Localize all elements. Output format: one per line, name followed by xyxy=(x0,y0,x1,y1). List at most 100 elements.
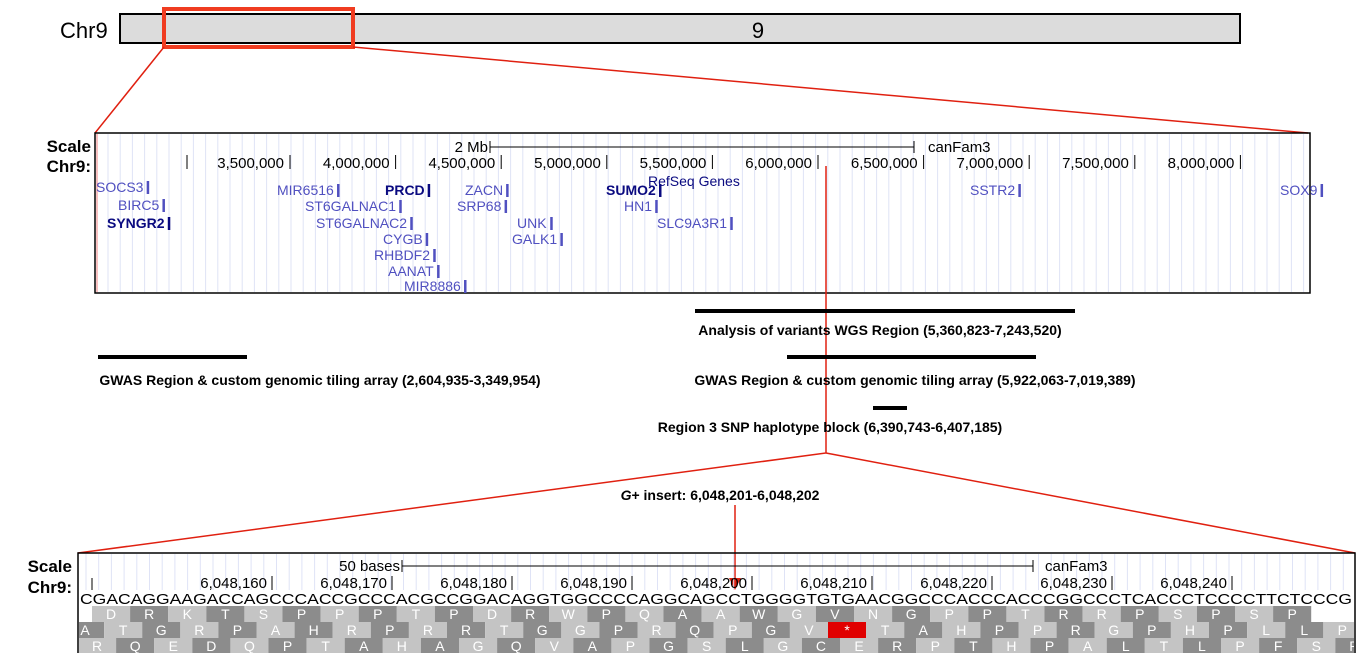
codon-cell xyxy=(713,622,752,638)
amino-acid: N xyxy=(868,606,878,622)
scale-bar xyxy=(401,560,1034,572)
codon-cell xyxy=(815,606,854,622)
codon-cell xyxy=(382,638,421,653)
scale-label: Scale xyxy=(47,137,91,156)
amino-acid: P xyxy=(1135,606,1144,622)
amino-acid: H xyxy=(956,622,966,638)
codon-cell xyxy=(561,622,600,638)
gene: ST6GALNAC1 xyxy=(305,198,396,214)
codon-cell xyxy=(1209,622,1248,638)
gene: RHBDF2 xyxy=(374,247,430,263)
codon-cell xyxy=(1132,622,1171,638)
amino-acid: P xyxy=(602,606,611,622)
amino-acid: P xyxy=(1147,622,1156,638)
amino-acid: L xyxy=(1122,638,1130,653)
codon-cell xyxy=(1285,622,1324,638)
amino-acid: D xyxy=(106,606,116,622)
amino-acid: A xyxy=(80,622,90,638)
codon-cell xyxy=(116,638,155,653)
amino-acid: * xyxy=(844,622,850,638)
zoom-line xyxy=(352,46,1309,134)
position-label: 5,000,000 xyxy=(534,155,601,172)
amino-acid: R xyxy=(423,622,433,638)
codon-cell xyxy=(1235,606,1274,622)
assembly: canFam3 xyxy=(928,139,991,156)
codon-cell xyxy=(180,622,219,638)
band-label: 9 xyxy=(752,18,764,43)
amino-acid: P xyxy=(728,622,737,638)
gene: UNK xyxy=(517,215,547,231)
gene: ZACN xyxy=(465,182,503,198)
codon-cell xyxy=(599,622,638,638)
codon-cell xyxy=(447,622,486,638)
codon-cell xyxy=(916,638,955,653)
codon-cell xyxy=(92,606,131,622)
codon-cell xyxy=(420,638,459,653)
codon-cell xyxy=(497,638,536,653)
codon-cell xyxy=(739,606,778,622)
codon-cell xyxy=(904,622,943,638)
amino-acid: R xyxy=(1349,638,1359,653)
amino-acid: T xyxy=(500,622,509,638)
amino-acid: P xyxy=(373,606,382,622)
codon-cell xyxy=(625,606,664,622)
codon-cell xyxy=(79,622,105,638)
position-label: 4,500,000 xyxy=(428,155,495,172)
chrom-label: Chr9: xyxy=(47,157,91,176)
scale-bar-label: 2 Mb xyxy=(455,139,488,156)
chrom-label: Chr9: xyxy=(28,578,72,597)
codon-cell xyxy=(154,638,193,653)
codon-cell xyxy=(1182,638,1221,653)
amino-acid: A xyxy=(1083,638,1093,653)
amino-acid: G xyxy=(156,622,167,638)
codon-cell xyxy=(725,638,764,653)
codon-cell xyxy=(459,638,498,653)
codon-cell xyxy=(523,622,562,638)
gene-bar xyxy=(433,249,436,262)
codon-cell xyxy=(587,606,626,622)
amino-acid: A xyxy=(271,622,281,638)
gene-bar xyxy=(1018,184,1021,197)
amino-acid: P xyxy=(449,606,458,622)
amino-acid: V xyxy=(804,622,814,638)
codon-cell xyxy=(1273,606,1312,622)
amino-acid: A xyxy=(716,606,726,622)
codon-cell xyxy=(218,622,257,638)
amino-acid: P xyxy=(283,638,292,653)
insert-label: G+ insert: 6,048,201-6,048,202 xyxy=(621,487,820,503)
detail-panel xyxy=(77,552,1356,653)
codon-cell xyxy=(1056,622,1095,638)
amino-acid: P xyxy=(335,606,344,622)
codon-cell xyxy=(992,638,1031,653)
arrow-head xyxy=(729,578,741,590)
codon-cell xyxy=(1335,638,1354,653)
codon-cell xyxy=(142,622,181,638)
codon-cell xyxy=(930,606,969,622)
position-label: 7,500,000 xyxy=(1062,155,1129,172)
codon-cell xyxy=(892,606,931,622)
gene: CYGB xyxy=(383,231,423,247)
gene-bar xyxy=(659,184,662,197)
amino-acid: T xyxy=(1021,606,1030,622)
gene-bar xyxy=(337,184,340,197)
gene: SUMO2 xyxy=(606,182,656,198)
codon-cell xyxy=(751,622,790,638)
amino-acid: V xyxy=(830,606,840,622)
codon-cell xyxy=(370,622,409,638)
codon-cell xyxy=(230,638,269,653)
codon-cell xyxy=(1068,638,1107,653)
codon-cell xyxy=(828,622,867,638)
zoom-line xyxy=(94,46,165,134)
codon-cell xyxy=(637,622,676,638)
amino-acid: L xyxy=(1300,622,1308,638)
codon-cell xyxy=(473,606,512,622)
amino-acid: G xyxy=(791,606,802,622)
codon-cell xyxy=(396,606,435,622)
gene-bar xyxy=(399,200,402,213)
gene: GALK1 xyxy=(512,231,557,247)
amino-acid: R xyxy=(1071,622,1081,638)
amino-acid: P xyxy=(614,622,623,638)
gene: BIRC5 xyxy=(118,197,159,213)
codon-cell xyxy=(130,606,169,622)
